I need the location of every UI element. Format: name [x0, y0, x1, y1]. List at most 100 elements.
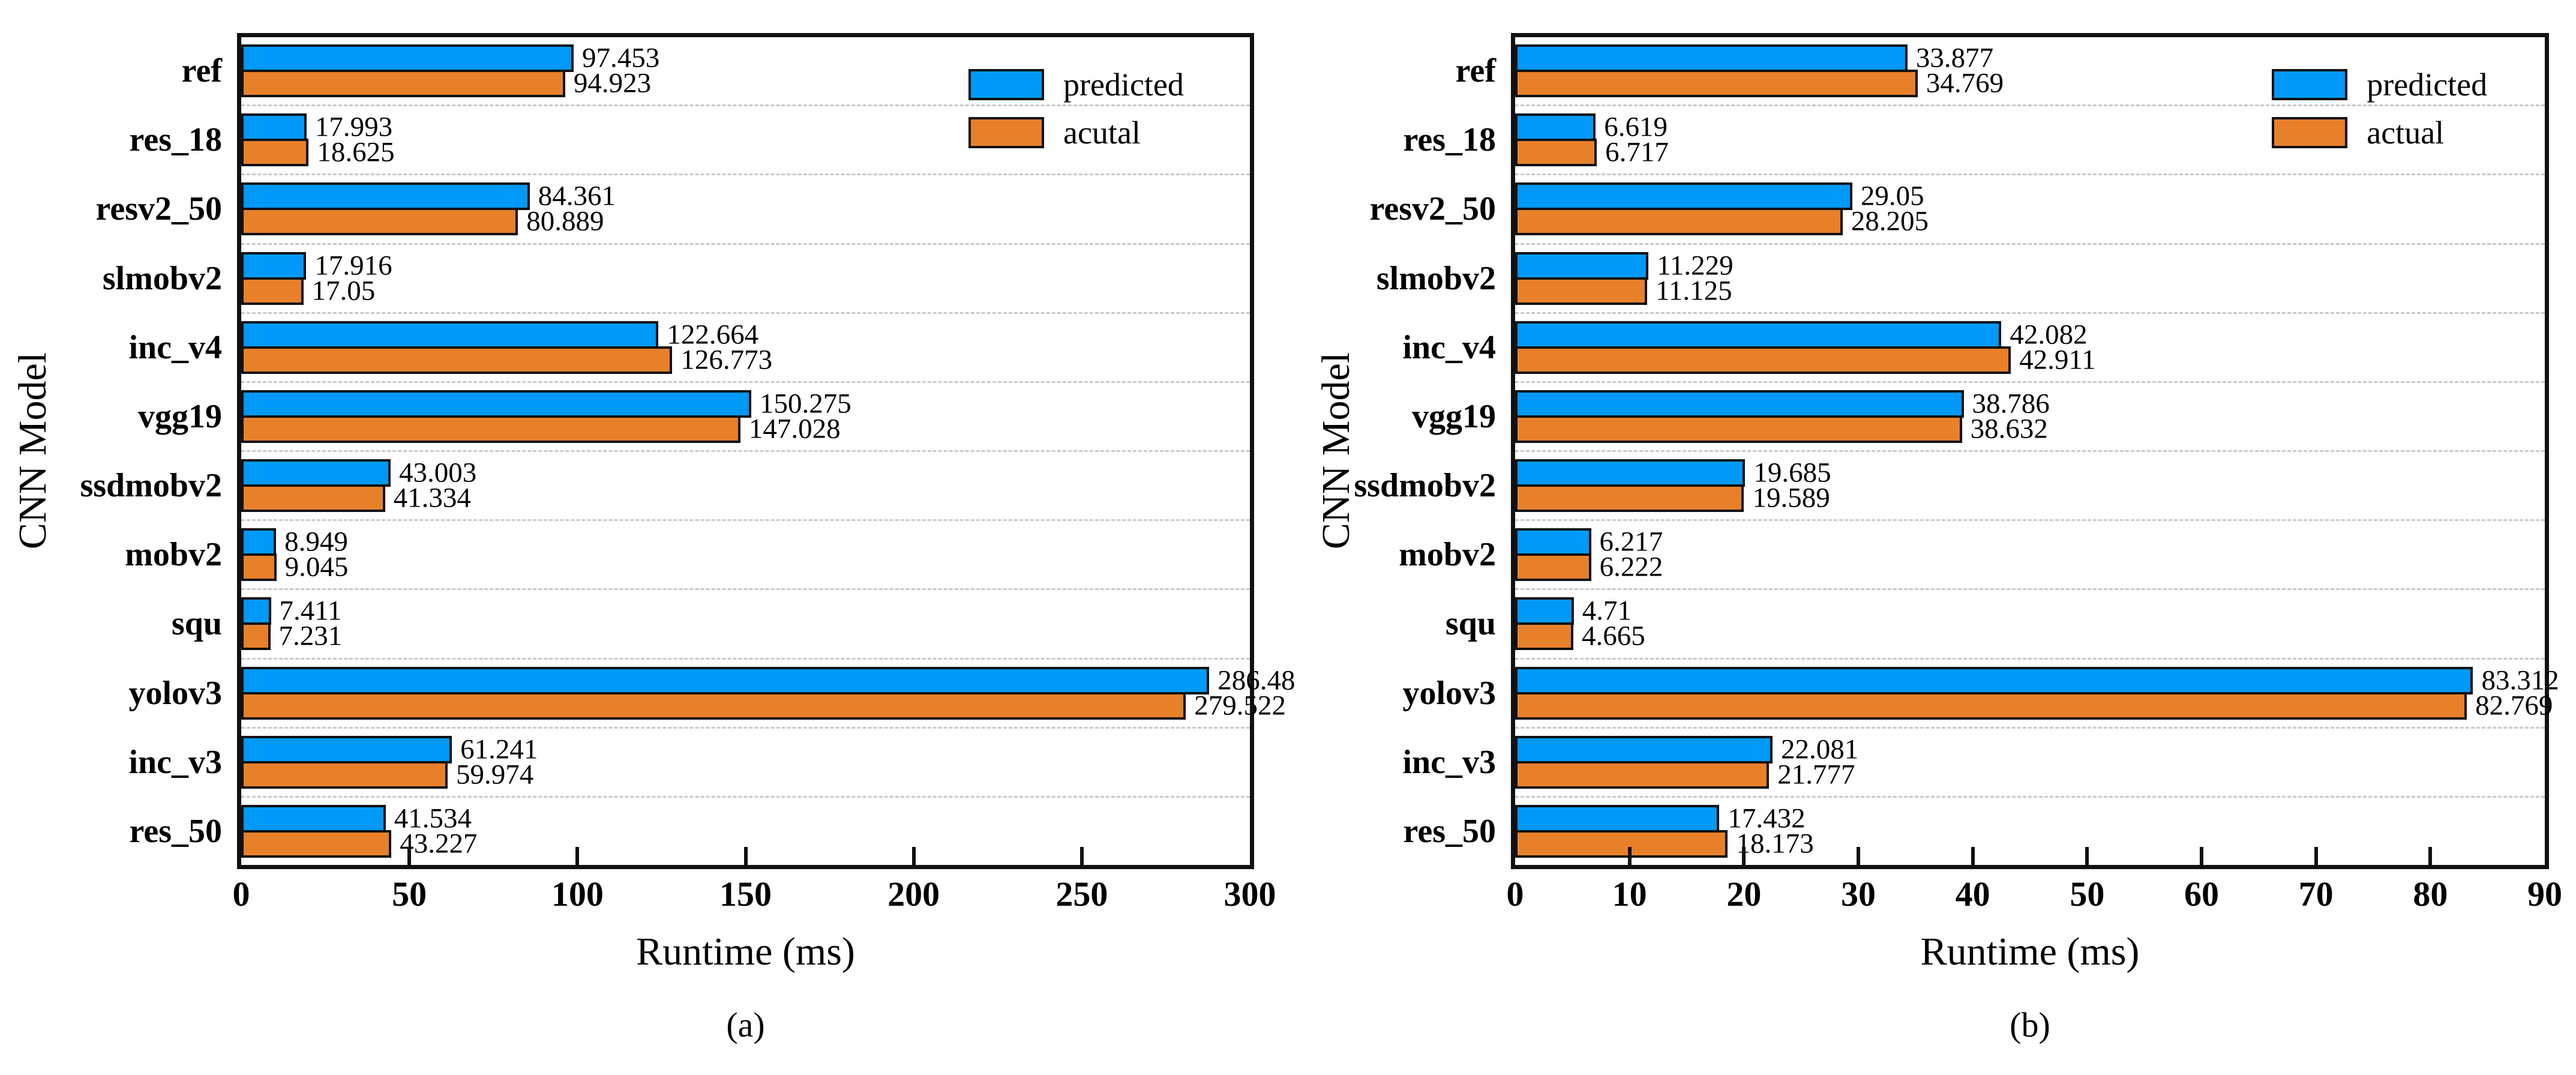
x-tick-label: 90	[2527, 875, 2562, 914]
actual-bar: 18.625	[241, 138, 395, 167]
bar-value-label: 97.453	[582, 42, 660, 74]
bar-value-label: 43.003	[398, 457, 477, 489]
x-tick	[2085, 847, 2089, 865]
y-tick-label: res_18	[129, 121, 223, 159]
actual-bar: 80.889	[241, 207, 604, 236]
actual-bar: 38.632	[1515, 415, 2048, 443]
predicted-bar: 122.664	[241, 321, 758, 349]
bar-value-label: 33.877	[1915, 42, 1994, 74]
category-row: res_50 17.432 18.173	[1404, 798, 2545, 865]
bar-value-label: 18.625	[317, 136, 395, 168]
bar-value-label: 8.949	[284, 526, 348, 558]
predicted-bar: 17.916	[241, 251, 392, 280]
predicted-bar: 33.877	[1515, 44, 1993, 73]
actual-bar: 7.231	[241, 622, 342, 651]
category-row: resv2_50 29.05 28.205	[1370, 175, 2545, 245]
predicted-bar: 42.082	[1515, 321, 2088, 349]
actual-bar: 42.911	[1515, 346, 2096, 374]
x-tick-label: 50	[392, 875, 427, 914]
predicted-bar: 11.229	[1515, 251, 1734, 280]
legend-item: actual	[2272, 116, 2487, 149]
legend-label: acutal	[1063, 115, 1141, 151]
x-tick-label: 100	[551, 875, 604, 914]
bar-value-label: 42.911	[2019, 344, 2096, 376]
bar-value-label: 122.664	[667, 319, 759, 351]
bar-value-label: 7.411	[279, 595, 342, 627]
predicted-legend-swatch	[968, 69, 1044, 100]
predicted-bar: 38.786	[1515, 390, 2050, 418]
y-tick-label: vgg19	[138, 397, 222, 435]
actual-bar: 34.769	[1515, 69, 2004, 98]
y-tick-label: slmobv2	[102, 259, 222, 297]
category-row: resv2_50 84.361 80.889	[96, 175, 1250, 245]
x-tick	[1079, 847, 1084, 865]
predicted-bar: 29.05	[1515, 182, 1924, 211]
x-tick	[2314, 847, 2318, 865]
plot-area: ref 33.877 34.769 res_18 6.619 6.717 resv2_50 2…	[1354, 33, 2562, 1043]
actual-bar: 18.173	[1515, 830, 1814, 858]
bar-value-label: 61.241	[460, 733, 538, 765]
x-tick-label: 10	[1612, 875, 1647, 914]
x-tick-label: 300	[1223, 875, 1276, 914]
predicted-bar: 41.534	[241, 804, 472, 833]
bar-value-label: 29.05	[1860, 180, 1924, 212]
actual-bar: 11.125	[1515, 277, 1732, 305]
category-row: res_50 41.534 43.227	[130, 798, 1250, 865]
actual-bar: 9.045	[241, 553, 348, 582]
x-axis-title: Runtime (ms)	[1920, 930, 2140, 974]
bar-value-label: 28.205	[1851, 205, 1929, 237]
category-row: inc_v4 42.082 42.911	[1402, 314, 2545, 383]
bar-value-label: 6.717	[1605, 136, 1669, 168]
x-tick	[2428, 847, 2433, 865]
bar-value-label: 21.777	[1777, 759, 1855, 790]
legend: predicted acutal	[968, 68, 1184, 149]
category-row: ssdmobv2 43.003 41.334	[80, 452, 1250, 522]
category-row: vgg19 150.275 147.028	[138, 383, 1250, 453]
actual-bar: 41.334	[241, 484, 471, 513]
category-row: yolov3 286.48 279.522	[128, 660, 1295, 729]
bar-value-label: 6.619	[1604, 111, 1668, 143]
x-tick-label: 60	[2184, 875, 2219, 914]
bar-value-label: 150.275	[760, 388, 851, 420]
predicted-bar: 6.619	[1515, 113, 1668, 142]
y-tick-label: yolov3	[128, 674, 222, 712]
bar-value-label: 17.916	[314, 250, 392, 282]
legend-label: predicted	[2367, 67, 2488, 103]
bar-value-label: 17.432	[1728, 802, 1806, 834]
actual-bar: 82.769	[1515, 691, 2553, 720]
bar-value-label: 11.229	[1657, 250, 1734, 282]
y-tick-label: yolov3	[1402, 674, 1496, 712]
predicted-bar: 43.003	[241, 459, 476, 487]
bar-value-label: 9.045	[284, 551, 349, 583]
actual-bar: 28.205	[1515, 207, 1929, 236]
bar-value-label: 94.923	[573, 67, 652, 99]
x-axis-title: Runtime (ms)	[636, 930, 855, 974]
x-tick	[2199, 847, 2203, 865]
category-row: ref 97.453 94.923	[182, 37, 1250, 107]
legend-label: predicted	[1063, 67, 1184, 103]
bar-value-label: 42.082	[2010, 319, 2088, 351]
category-row: res_18 6.619 6.717	[1404, 106, 2545, 176]
category-row: ssdmobv2 19.685 19.589	[1354, 452, 2545, 522]
actual-bar: 6.717	[1515, 138, 1669, 167]
legend-label: actual	[2367, 115, 2445, 151]
bar-value-label: 38.786	[1972, 388, 2050, 420]
predicted-bar: 97.453	[241, 44, 659, 73]
bar-value-label: 4.665	[1581, 620, 1645, 652]
y-axis-title: CNN Model	[11, 352, 55, 550]
predicted-bar: 84.361	[241, 182, 616, 211]
x-tick-label: 70	[2298, 875, 2334, 914]
x-tick	[743, 847, 748, 865]
x-tick-label: 80	[2413, 875, 2448, 914]
y-tick-label: resv2_50	[95, 190, 223, 228]
y-tick-label: inc_v3	[128, 743, 222, 781]
predicted-bar: 4.71	[1515, 597, 1632, 625]
y-tick-label: ref	[1455, 52, 1496, 90]
y-tick-label: resv2_50	[1369, 190, 1497, 228]
bar-value-label: 18.173	[1736, 828, 1814, 860]
bar-value-label: 6.217	[1599, 526, 1663, 558]
bar-value-label: 38.632	[1970, 413, 2048, 445]
x-tick-label: 200	[887, 875, 940, 914]
y-tick-label: ref	[181, 52, 222, 90]
x-tick	[575, 847, 580, 865]
